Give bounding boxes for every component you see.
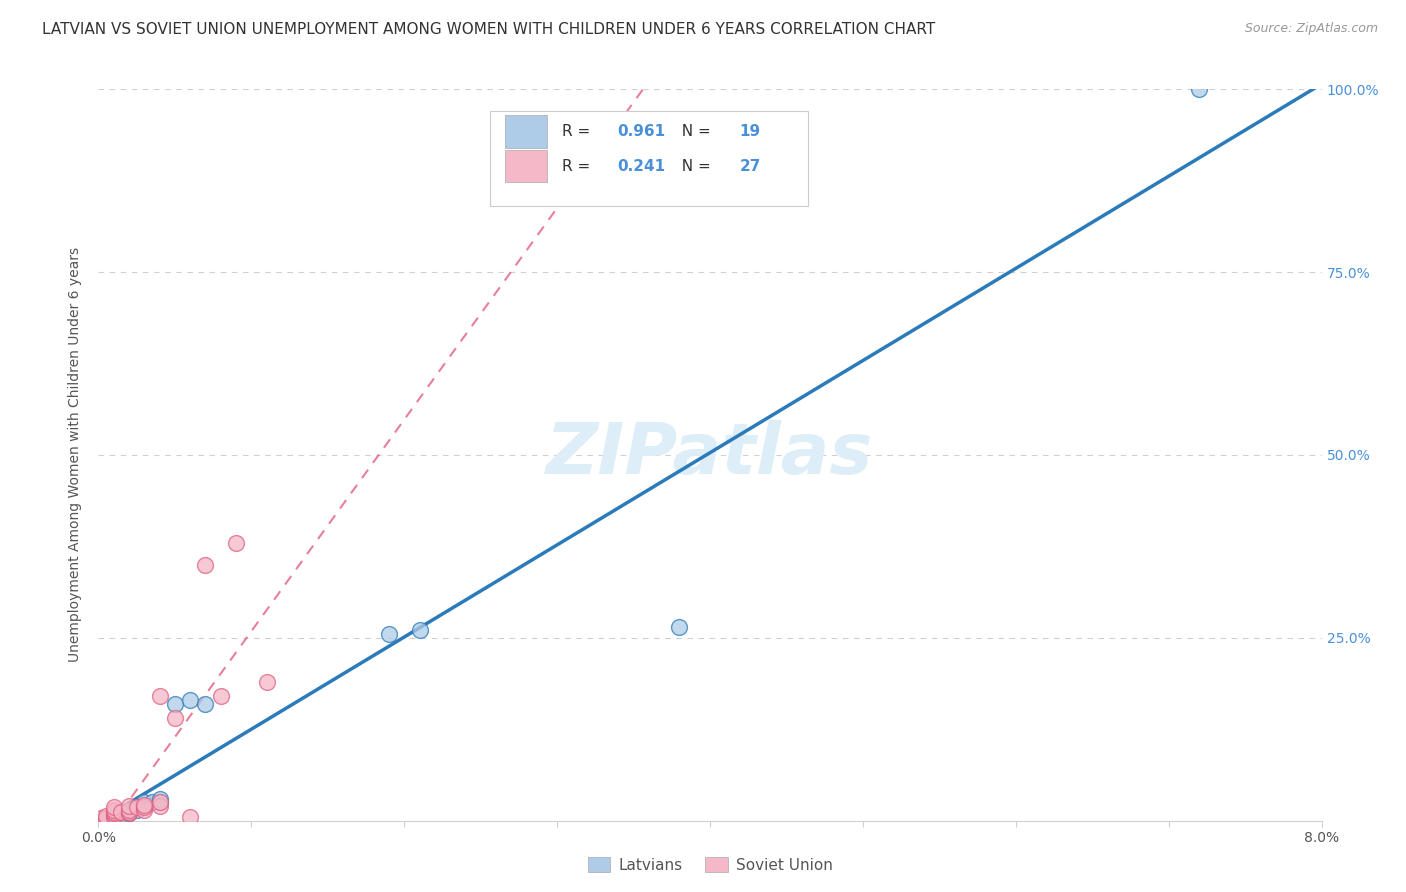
Legend: Latvians, Soviet Union: Latvians, Soviet Union — [582, 851, 838, 879]
Point — [225, 535, 247, 549]
Point — [103, 807, 125, 822]
Point — [118, 799, 141, 814]
Text: 0.241: 0.241 — [617, 159, 665, 174]
Point — [134, 797, 156, 812]
Point — [378, 627, 401, 641]
Point — [103, 805, 125, 819]
Point — [163, 711, 186, 725]
Y-axis label: Unemployment Among Women with Children Under 6 years: Unemployment Among Women with Children U… — [69, 247, 83, 663]
Point — [94, 811, 117, 825]
Point — [118, 803, 141, 817]
Point — [94, 812, 117, 826]
Point — [94, 809, 117, 823]
Point — [118, 803, 141, 817]
Point — [110, 807, 132, 822]
Text: 27: 27 — [740, 159, 761, 174]
Point — [103, 810, 125, 824]
Point — [103, 806, 125, 821]
Point — [194, 697, 217, 711]
Point — [118, 806, 141, 821]
FancyBboxPatch shape — [505, 150, 547, 183]
Point — [105, 808, 128, 822]
Text: 19: 19 — [740, 124, 761, 139]
Point — [149, 796, 172, 810]
Text: R =: R = — [562, 159, 595, 174]
Point — [149, 791, 172, 805]
Point — [103, 810, 125, 824]
Text: LATVIAN VS SOVIET UNION UNEMPLOYMENT AMONG WOMEN WITH CHILDREN UNDER 6 YEARS COR: LATVIAN VS SOVIET UNION UNEMPLOYMENT AMO… — [42, 22, 935, 37]
Point — [149, 796, 172, 810]
Point — [194, 558, 217, 572]
Text: ZIPatlas: ZIPatlas — [547, 420, 873, 490]
FancyBboxPatch shape — [489, 112, 808, 206]
Point — [1188, 82, 1211, 96]
Point — [163, 697, 186, 711]
Point — [125, 803, 148, 817]
Point — [408, 624, 430, 638]
Point — [149, 799, 172, 814]
Point — [134, 796, 156, 810]
FancyBboxPatch shape — [505, 115, 547, 148]
Point — [134, 803, 156, 817]
Point — [118, 805, 141, 819]
Point — [103, 800, 125, 814]
Point — [149, 690, 172, 704]
Point — [118, 806, 141, 821]
Point — [134, 800, 156, 814]
Text: R =: R = — [562, 124, 595, 139]
Point — [179, 693, 201, 707]
Point — [103, 803, 125, 817]
Point — [90, 812, 112, 826]
Point — [668, 620, 690, 634]
Point — [110, 805, 132, 819]
Point — [141, 796, 163, 810]
Point — [256, 674, 278, 689]
Text: 0.961: 0.961 — [617, 124, 665, 139]
Text: N =: N = — [672, 159, 716, 174]
Point — [125, 800, 148, 814]
Point — [179, 810, 201, 824]
Text: Source: ZipAtlas.com: Source: ZipAtlas.com — [1244, 22, 1378, 36]
Text: N =: N = — [672, 124, 716, 139]
Point — [209, 690, 232, 704]
Point — [134, 799, 156, 814]
